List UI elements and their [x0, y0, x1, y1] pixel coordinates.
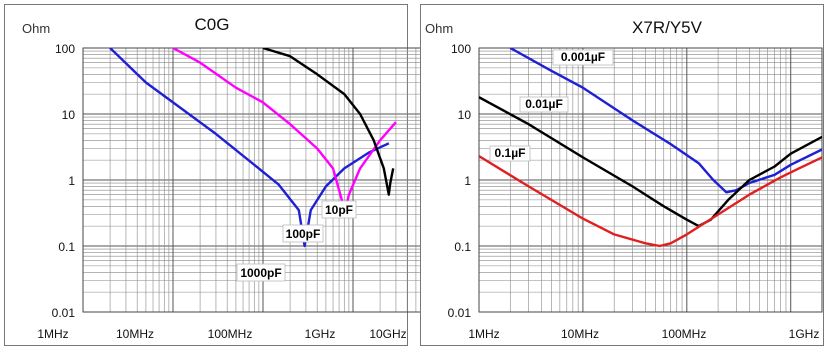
chart-x7r-y5v: X7R/Y5V Ohm 100 10 1 0.1 0.01 1MHz 10MHz 100MHz 1G… [420, 4, 824, 346]
series-line-1 [109, 48, 390, 248]
series-label: 0.001µF [552, 49, 614, 66]
series-label-text: 0.1µF [495, 146, 526, 160]
series-label-box [489, 145, 531, 162]
series-label-text: 100pF [286, 227, 321, 241]
chart-frame [420, 4, 824, 346]
series-label-box [552, 49, 614, 66]
chart-c0g: C0G Ohm 100 10 1 0.1 0.01 1MHz 10MHz 100MHz 1GHz 10… [4, 4, 444, 346]
grid [478, 47, 823, 313]
chart-frame [4, 4, 408, 346]
y-axis-label: Ohm [22, 21, 50, 36]
y-tick-label: 0.01 [448, 306, 472, 320]
y-tick-label: 100 [451, 42, 471, 56]
y-axis-label: Ohm [425, 21, 453, 36]
x-tick-label: 100MHz [662, 327, 707, 341]
y-tick-label: 0.1 [454, 240, 471, 254]
series-line-2 [172, 48, 397, 216]
chart-title: C0G [195, 15, 230, 34]
series-label-text: 1000pF [240, 266, 281, 280]
x-tick-label: 100MHz [208, 327, 253, 341]
series-label: 0.01µF [519, 96, 569, 113]
x-tick-label: 10MHz [561, 327, 599, 341]
x-tick-label: 1GHz [789, 327, 820, 341]
x-tick-label: 1GHz [305, 327, 336, 341]
y-tick-label: 100 [55, 42, 75, 56]
series-label-text: 0.001µF [561, 50, 605, 64]
series-label: 1000pF [236, 263, 286, 282]
plot-area [478, 47, 823, 313]
series-line-3 [479, 155, 822, 248]
x-tick-label: 1MHz [468, 327, 499, 341]
y-tick-label: 1 [464, 174, 471, 188]
y-tick-label: 10 [458, 108, 472, 122]
y-tick-label: 10 [62, 108, 76, 122]
series-line-3 [262, 48, 395, 196]
x-tick-label: 10MHz [116, 327, 154, 341]
series-label: 0.1µF [489, 145, 531, 162]
series-label-box [236, 263, 286, 282]
series-label-box [282, 224, 324, 243]
series-label-box [321, 200, 357, 219]
y-tick-label: 0.01 [52, 306, 76, 320]
y-tick-label: 0.1 [58, 240, 75, 254]
series-label: 10pF [321, 200, 357, 219]
series-line-1 [509, 48, 822, 194]
series-label: 100pF [282, 224, 324, 243]
series-label-text: 10pF [325, 203, 353, 217]
series-label-box [519, 96, 569, 113]
y-tick-label: 1 [68, 174, 75, 188]
chart-title: X7R/Y5V [632, 18, 703, 37]
series-label-text: 0.01µF [525, 97, 563, 111]
x-tick-label: 1MHz [37, 327, 68, 341]
x-tick-label: 10GHz [369, 327, 406, 341]
